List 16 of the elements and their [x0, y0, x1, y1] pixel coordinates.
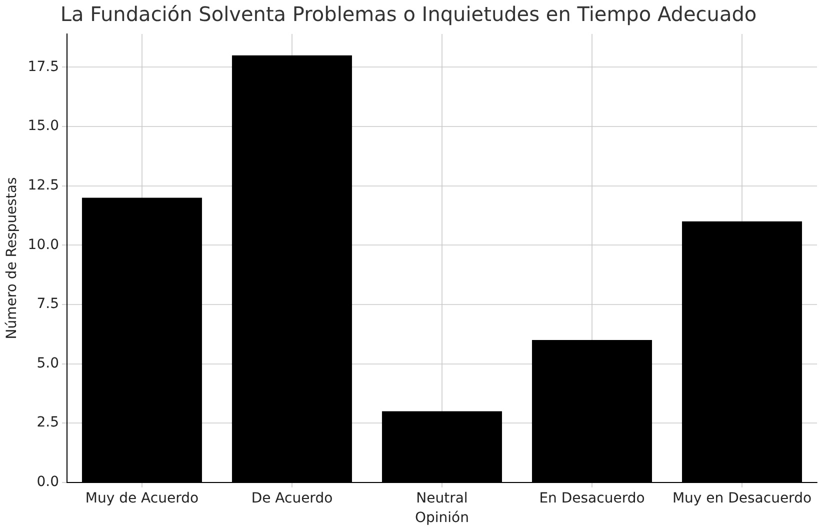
y-axis-title: Número de Respuestas: [4, 177, 20, 340]
y-tick-label: 12.5: [28, 177, 59, 194]
y-tick-label: 15.0: [28, 118, 59, 134]
y-tick-label: 5.0: [36, 355, 59, 372]
x-tick-label: Muy en Desacuerdo: [672, 490, 812, 506]
x-tick-label: Neutral: [416, 490, 468, 506]
y-tick-label: 0.0: [36, 474, 59, 490]
x-tick-label: En Desacuerdo: [539, 490, 645, 506]
y-tick-label: 17.5: [28, 58, 59, 75]
x-axis-title: Opinión: [414, 510, 469, 526]
y-tick-label: 2.5: [36, 414, 59, 431]
x-tick-label: De Acuerdo: [251, 490, 333, 506]
x-tick-label: Muy de Acuerdo: [85, 490, 199, 506]
y-tick-label: 10.0: [28, 236, 59, 253]
y-tick-label: 7.5: [36, 296, 59, 312]
chart-title: La Fundación Solventa Problemas o Inquietudes en Tiempo Adecuado: [60, 2, 757, 26]
